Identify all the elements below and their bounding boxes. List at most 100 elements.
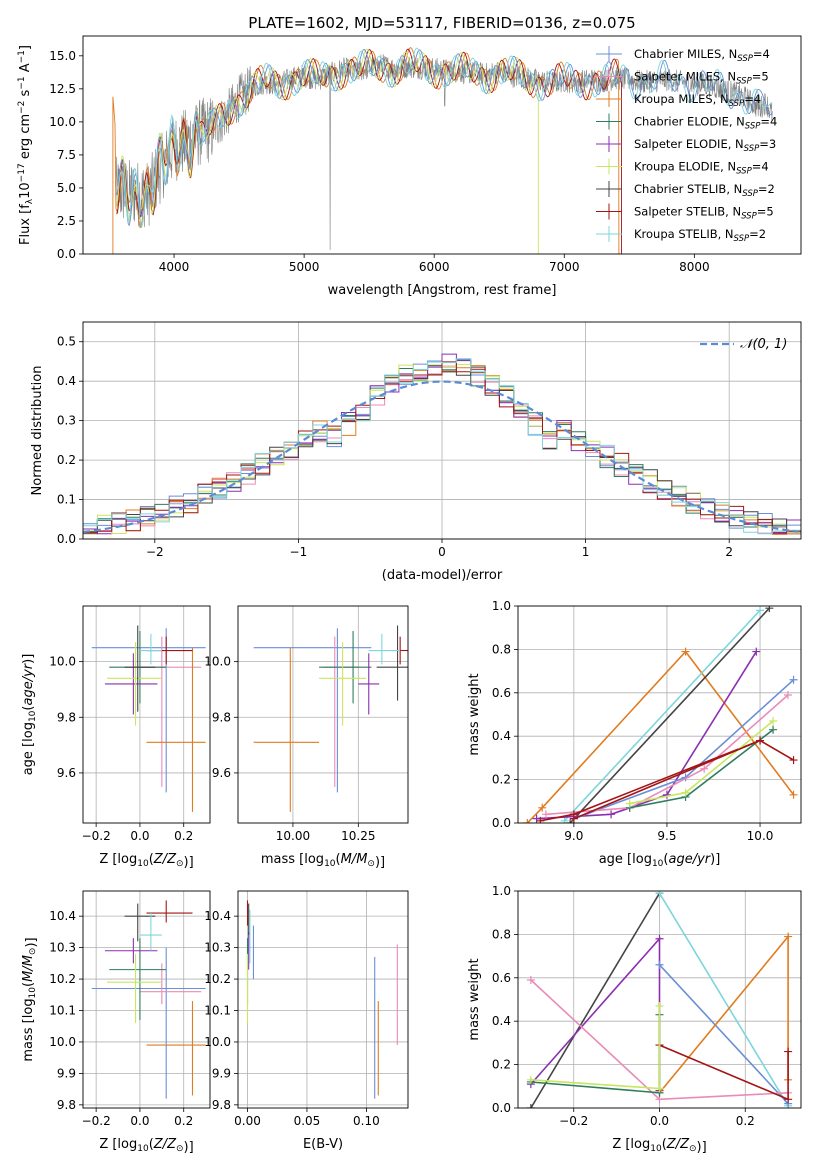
- x-tick-label: 1: [582, 545, 590, 559]
- model-spectrum-kroupa_stelib: [116, 47, 773, 229]
- y-tick-label: 0.4: [57, 374, 76, 388]
- weight-line-salpeter_elodie: [536, 651, 757, 820]
- x-tick-label: 0.05: [294, 1114, 321, 1128]
- model-spectrum-kroupa_miles: [112, 47, 620, 254]
- y-axis-label: Flux [fλ10−17 erg cm−2 s−1 A−1]: [17, 45, 35, 245]
- x-tick-label: 6000: [419, 260, 450, 274]
- axes-frame: [82, 321, 802, 540]
- y-tick-label: 10.3: [49, 941, 76, 955]
- legend-entry: Salpeter STELIB, NSSP=5: [634, 205, 774, 222]
- legend-entry: Kroupa STELIB, NSSP=2: [634, 227, 766, 244]
- axes-frame: [237, 890, 409, 1109]
- x-tick-label: 9.0: [564, 829, 583, 843]
- weight-marker-chabrier_stelib: [526, 1104, 535, 1108]
- mass-vs-metallicity-panel: −0.2 0.0 0.2 9.8 9.9 10.0 10.1 10.2 10.3 10.4 Z [l…: [21, 890, 211, 1155]
- y-tick-label: 0.3: [57, 414, 76, 428]
- y-tick-label: 10.0: [49, 1035, 76, 1049]
- weight-line-kroupa_stelib: [563, 609, 761, 822]
- weight-line-salpeter_stelib_b: [573, 739, 761, 820]
- y-tick-label: 10.0: [49, 655, 76, 669]
- x-tick-label: 10.25: [341, 829, 375, 843]
- weight-marker-kroupa_miles: [523, 819, 532, 823]
- weight-marker-kroupa_miles: [538, 803, 547, 812]
- legend-entry: Salpeter MILES, NSSP=5: [634, 70, 769, 87]
- y-tick-label: 10.2: [204, 972, 231, 986]
- x-tick-label: 0.00: [234, 1114, 261, 1128]
- x-tick-label: −0.2: [82, 829, 111, 843]
- y-tick-label: 9.8: [57, 1098, 76, 1112]
- y-tick-label: 0.4: [492, 1014, 511, 1028]
- weight-lines: [526, 891, 793, 1108]
- weight-marker-kroupa_miles: [681, 647, 690, 656]
- x-axis-label: wavelength [Angstrom, rest frame]: [328, 283, 557, 298]
- weight-marker-chabrier_stelib: [566, 819, 575, 823]
- weight-marker-salpeter_miles: [541, 810, 550, 819]
- axes-frame: [517, 890, 802, 1109]
- y-tick-label: 10.0: [49, 115, 76, 129]
- y-tick-label: 9.6: [57, 766, 76, 780]
- y-tick-label: 0.2: [492, 773, 511, 787]
- x-tick-label: 10.00: [276, 829, 310, 843]
- legend-entry: 𝒩(0, 1): [740, 337, 787, 352]
- weight-line-salpeter_stelib: [659, 1044, 789, 1101]
- y-tick-label: 0.2: [492, 1058, 511, 1072]
- x-axis-label: E(B-V): [303, 1137, 343, 1152]
- y-tick-label: 10.2: [49, 972, 76, 986]
- x-tick-label: 7000: [549, 260, 580, 274]
- weight-marker-salpeter_miles: [526, 975, 535, 984]
- spectrum-panel: PLATE=1602, MJD=53117, FIBERID=0136, z=0…: [17, 14, 802, 298]
- weight-marker-kroupa_stelib: [655, 891, 664, 898]
- legend-entry: Chabrier STELIB, NSSP=2: [634, 182, 775, 199]
- weight-marker-salpeter_miles: [783, 690, 792, 699]
- weight-marker-salpeter_stelib: [784, 1047, 793, 1056]
- legend-entry: Chabrier MILES, NSSP=4: [634, 47, 770, 64]
- y-tick-label: 0.6: [492, 971, 511, 985]
- y-axis-label: mass weight: [467, 958, 482, 1040]
- y-tick-label: 0.8: [492, 642, 511, 656]
- weight-marker-salpeter_stelib_b: [569, 814, 578, 823]
- weight-marker-kroupa_stelib: [756, 606, 765, 615]
- error-bars: [91, 625, 206, 812]
- weight-marker-kroupa_elodie: [625, 799, 634, 808]
- y-tick-label: 0.1: [57, 493, 76, 507]
- weight-marker-chabrier_miles: [789, 675, 798, 684]
- y-axis-label: Normed distribution: [30, 366, 45, 496]
- x-axis-label: Z [log10(Z/Z⊙)]: [99, 1137, 193, 1155]
- weight-marker-salpeter_stelib_b: [756, 736, 765, 745]
- weight-marker-kroupa_elodie: [681, 788, 690, 797]
- x-tick-label: −0.2: [559, 1114, 588, 1128]
- error-bars: [246, 900, 398, 1099]
- weight-marker-kroupa_miles: [784, 932, 793, 941]
- residuals-panel: −2 −1 0 1 2 0.0 0.1 0.2 0.3 0.4 0.5 𝒩(0, 1) (data-mo…: [30, 321, 802, 583]
- axes-frame: [82, 35, 802, 255]
- weight-marker-salpeter_stelib: [789, 756, 798, 765]
- y-tick-label: 15.0: [49, 49, 76, 63]
- y-tick-label: 10.3: [204, 941, 231, 955]
- x-tick-label: −2: [146, 545, 164, 559]
- x-tick-label: 2: [725, 545, 733, 559]
- weight-marker-kroupa_elodie: [526, 1075, 535, 1084]
- legend-entry: Kroupa ELODIE, NSSP=4: [634, 160, 769, 177]
- y-tick-label: 9.8: [212, 1098, 231, 1112]
- weight-marker-chabrier_stelib: [765, 606, 774, 613]
- y-tick-label: 0.8: [492, 927, 511, 941]
- weight-marker-kroupa_stelib: [560, 816, 569, 823]
- spectrum-lines: [112, 47, 773, 254]
- y-tick-label: 10.1: [49, 1004, 76, 1018]
- y-tick-label: 0.0: [57, 247, 76, 261]
- x-axis-label: Z [log10(Z/Z⊙)]: [99, 852, 193, 870]
- mass-vs-ebv-panel: 0.00 0.05 0.10 9.8 9.9 10.0 10.1 10.2 10.3 10.4 E(…: [204, 890, 409, 1152]
- y-axis-label: age [log10(age/yr)]: [21, 654, 38, 776]
- x-tick-label: 0.0: [130, 829, 149, 843]
- weight-marker-kroupa_elodie: [655, 1002, 664, 1011]
- y-tick-label: 9.9: [212, 1066, 231, 1080]
- error-bars: [91, 900, 206, 1099]
- x-tick-label: 0.2: [174, 829, 193, 843]
- x-tick-label: 0: [438, 545, 446, 559]
- weight-marker-salpeter_miles: [700, 764, 709, 773]
- y-tick-label: 0.4: [492, 729, 511, 743]
- weight-marker-kroupa_miles: [789, 790, 798, 799]
- y-tick-label: 9.9: [57, 1066, 76, 1080]
- x-axis-label: age [log10(age/yr)]: [599, 852, 721, 869]
- x-tick-label: 0.10: [353, 1114, 380, 1128]
